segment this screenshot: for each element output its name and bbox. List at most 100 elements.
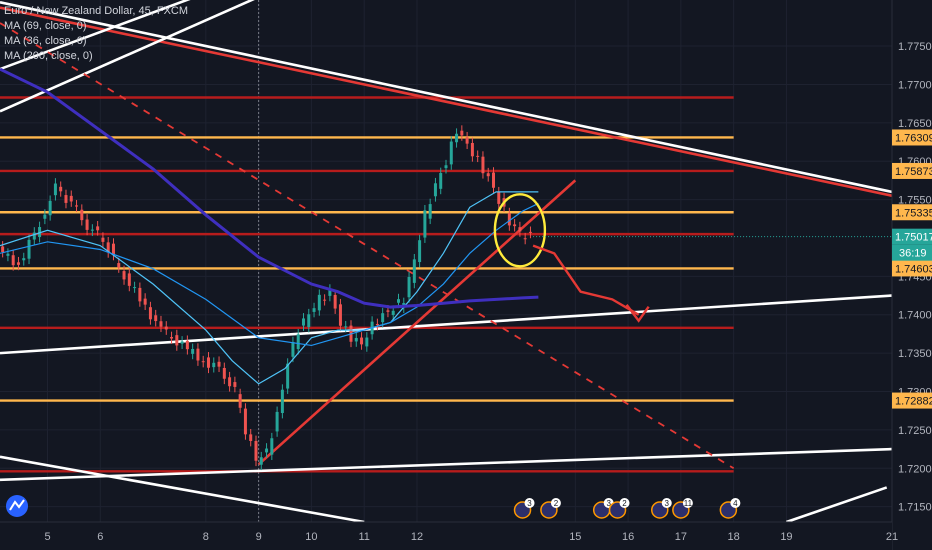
candle-body <box>222 367 226 379</box>
event-count-badge <box>682 498 693 508</box>
time-axis-background <box>0 522 892 550</box>
candle-body <box>254 440 258 461</box>
highlight-circle <box>493 193 547 268</box>
candle-body <box>497 192 501 204</box>
chart-legend: Euro / New Zealand Dollar, 45, FXCM MA (… <box>4 4 188 64</box>
legend-ma-69[interactable]: MA (69, close, 0) <box>4 20 87 32</box>
candle-body <box>507 213 511 226</box>
price-tag-label: 1.75335 <box>895 207 932 219</box>
price-tag-label: 1.72882 <box>895 396 932 408</box>
candle-body <box>439 173 443 189</box>
candle-body <box>32 232 36 240</box>
x-tick-label: 6 <box>97 531 103 543</box>
x-tick-label: 21 <box>886 531 898 543</box>
price-tag <box>892 162 932 179</box>
candle-body <box>460 130 464 136</box>
legend-ma-36[interactable]: MA (36, close, 0) <box>4 35 87 47</box>
grid <box>0 0 893 522</box>
event-marker[interactable]: 4 <box>719 498 741 519</box>
candle-body <box>191 348 195 354</box>
candle-body <box>444 165 448 169</box>
candle-body <box>375 324 379 326</box>
event-count-label: 11 <box>684 499 693 508</box>
candle-body <box>312 308 316 312</box>
candle-body <box>407 276 411 298</box>
candle-body <box>481 156 485 174</box>
candle-body <box>428 204 432 219</box>
price-tag <box>892 129 932 146</box>
dashed-trendline <box>0 22 735 470</box>
trendline <box>0 0 191 71</box>
candle-body <box>59 186 63 192</box>
trendline <box>0 294 893 355</box>
candle-body <box>291 342 295 357</box>
candle-body <box>423 210 427 238</box>
candle-body <box>412 259 416 283</box>
event-count-label: 3 <box>527 499 532 508</box>
candle-body <box>396 299 400 303</box>
x-tick-label: 15 <box>569 531 581 543</box>
countdown-label: 36:19 <box>899 248 927 260</box>
candle-body <box>122 271 126 280</box>
event-count-label: 2 <box>622 499 627 508</box>
candle-body <box>1 246 5 253</box>
candle-body <box>22 258 26 261</box>
candle-body <box>96 226 100 231</box>
moving-average-line <box>0 191 539 385</box>
y-tick-label: 1.74000 <box>898 310 932 322</box>
candle-body <box>133 287 137 289</box>
candle-body <box>328 289 332 296</box>
series-lines <box>0 67 539 471</box>
candle-body <box>217 361 221 367</box>
candle-body <box>43 214 47 219</box>
candle-body <box>64 195 68 203</box>
trendline <box>0 0 255 113</box>
x-tick-label: 10 <box>305 531 317 543</box>
event-marker[interactable]: 2 <box>540 498 561 519</box>
candle-body <box>212 362 216 368</box>
candle-body <box>138 287 142 302</box>
time-axis[interactable]: 5 6 8 9 10 11 12 15 16 17 18 19 21 <box>0 521 898 550</box>
candle-body <box>275 411 279 432</box>
y-tick-label: 1.71500 <box>898 502 932 514</box>
candle-body <box>170 337 174 339</box>
candle-body <box>317 294 321 311</box>
event-count-badge <box>550 498 561 508</box>
candle-body <box>449 141 453 165</box>
candle-body <box>201 361 205 363</box>
y-tick-label: 1.73500 <box>898 348 932 360</box>
candle-body <box>265 448 269 453</box>
candle-body <box>69 195 73 202</box>
event-marker[interactable]: 3 <box>651 498 672 519</box>
event-marker[interactable]: 3 <box>513 498 535 519</box>
moving-average-line <box>0 202 539 347</box>
event-marker[interactable]: 11 <box>672 498 693 519</box>
legend-symbol[interactable]: Euro / New Zealand Dollar, 45, FXCM <box>4 5 189 17</box>
candle-body <box>391 310 395 315</box>
trendlines <box>0 0 893 524</box>
candle-body <box>365 337 369 347</box>
candle-body <box>523 238 527 240</box>
candle-body <box>513 224 517 227</box>
event-count-badge <box>730 498 741 508</box>
trendline <box>257 179 577 466</box>
event-count-label: 2 <box>554 499 559 508</box>
event-marker[interactable]: 2 <box>608 498 630 519</box>
event-count-label: 3 <box>606 499 611 508</box>
price-axis[interactable]: 1.775001.770001.765001.760001.755001.745… <box>891 0 932 550</box>
trendline <box>786 486 888 524</box>
candle-body <box>53 183 57 196</box>
x-tick-label: 11 <box>358 531 369 543</box>
y-tick-label: 1.75500 <box>898 195 932 207</box>
y-tick-label: 1.77500 <box>898 41 932 53</box>
candle-body <box>164 326 168 330</box>
candle-body <box>476 155 480 157</box>
legend-ma-200[interactable]: MA (200, close, 0) <box>4 50 93 62</box>
candle-body <box>418 240 422 263</box>
trendline <box>0 455 365 524</box>
event-markers[interactable]: 3 2 3 2 3 11 4 <box>6 495 741 519</box>
candle-body <box>259 457 263 465</box>
arrow-head <box>625 304 650 323</box>
candle-body <box>233 382 237 387</box>
